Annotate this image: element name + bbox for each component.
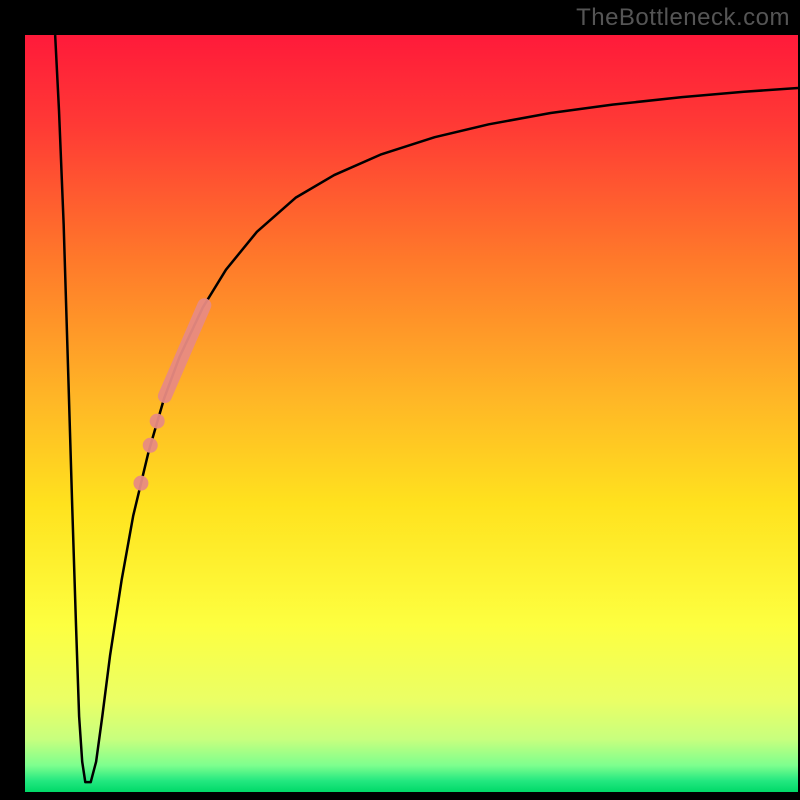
watermark-text: TheBottleneck.com [576, 4, 790, 32]
gradient-background [25, 35, 798, 792]
plot-area [25, 35, 798, 792]
chart-container: TheBottleneck.com [0, 0, 800, 800]
